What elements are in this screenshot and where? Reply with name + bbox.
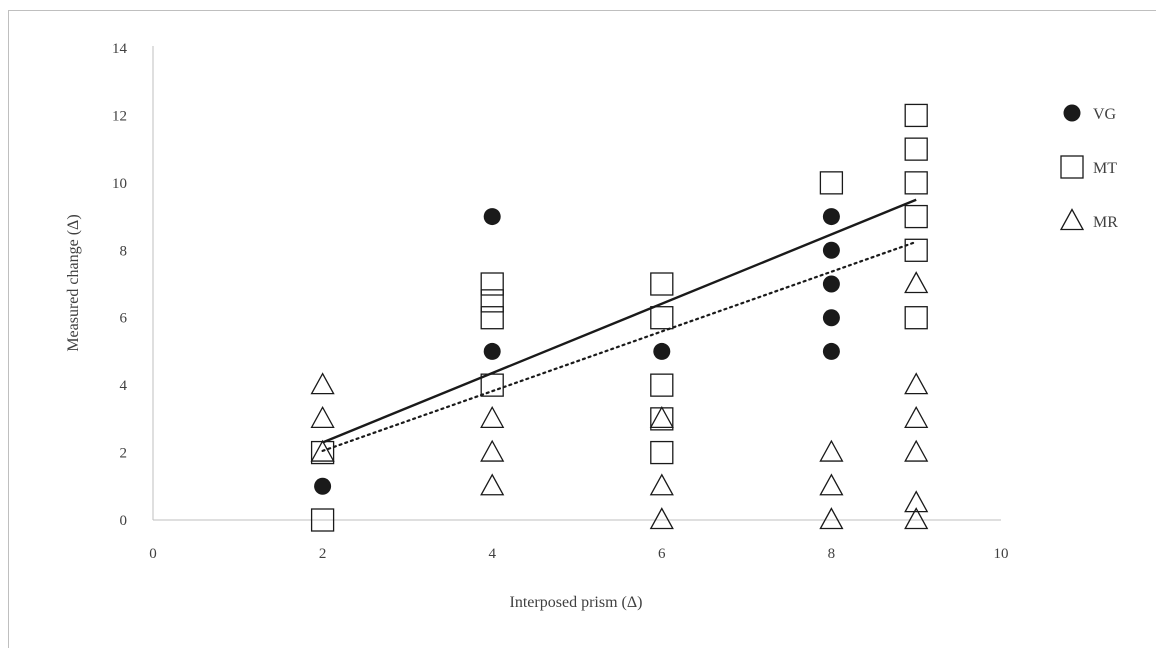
x-axis-title: Interposed prism (Δ) [510, 594, 643, 611]
point-mt [310, 440, 335, 465]
point-mt [650, 306, 674, 330]
point-mr [480, 473, 505, 496]
point-mr [904, 271, 929, 294]
point-vg [822, 309, 840, 327]
point-mt [904, 204, 928, 229]
y-tick-label: 12 [112, 108, 127, 124]
point-vg [822, 342, 840, 360]
point-vg [653, 342, 671, 360]
point-mt [480, 289, 504, 313]
point-mt [480, 306, 504, 330]
y-tick-label: 4 [120, 378, 128, 394]
point-mt [904, 171, 928, 195]
point-mt [650, 440, 674, 465]
point-mr [904, 490, 929, 513]
x-tick-label: 2 [319, 546, 327, 562]
point-mr [310, 406, 335, 429]
x-tick-label: 4 [488, 546, 496, 562]
legend-label-vg: VG [1093, 106, 1117, 123]
trendlines [321, 198, 918, 452]
point-mt [650, 373, 674, 397]
point-mt [650, 272, 674, 296]
y-axis-title: Measured change (Δ) [65, 214, 82, 351]
legend-marker-mr [1059, 208, 1085, 231]
y-tick-label: 6 [120, 311, 128, 327]
point-mr [480, 406, 505, 429]
y-tick-label: 0 [120, 513, 128, 529]
chart-frame [8, 10, 1156, 648]
point-mt [904, 238, 928, 262]
x-tick-label: 6 [658, 546, 666, 562]
point-vg [822, 275, 840, 293]
point-vg [822, 208, 840, 226]
solid-trendline [322, 198, 917, 444]
point-mr [480, 439, 505, 462]
point-mt [480, 272, 504, 296]
point-mr [649, 406, 674, 429]
point-mt [310, 508, 335, 532]
point-vg [822, 241, 840, 259]
legend-marker-vg [1063, 104, 1081, 122]
dotted-trendline [321, 240, 918, 452]
point-mt [819, 171, 844, 195]
point-mr [904, 507, 929, 530]
y-tick-label: 2 [120, 446, 128, 462]
point-mr [819, 439, 844, 462]
point-mt [650, 407, 674, 431]
point-mr [649, 473, 674, 496]
point-mr [904, 439, 929, 462]
point-vg [483, 342, 501, 360]
y-tick-label: 8 [120, 243, 128, 259]
point-mr [819, 473, 844, 496]
point-mt [904, 137, 928, 161]
x-tick-label: 10 [994, 546, 1009, 562]
legend: VG MT MR [1059, 104, 1118, 231]
point-mr [649, 507, 674, 530]
y-tick-label: 10 [112, 176, 127, 192]
x-tick-label: 0 [149, 546, 157, 562]
data-points [310, 103, 929, 532]
point-vg [483, 208, 501, 226]
axes: 0 2 4 6 8 10 0 2 4 6 8 10 12 14 [112, 41, 1009, 562]
point-mr [310, 372, 335, 395]
point-mt [904, 103, 928, 128]
y-tick-label: 14 [112, 41, 128, 57]
point-vg [314, 477, 332, 495]
point-mr [904, 406, 929, 429]
point-mr [819, 507, 844, 530]
x-tick-label: 8 [828, 546, 836, 562]
point-mr [904, 372, 929, 395]
point-mr [310, 439, 335, 462]
legend-label-mr: MR [1093, 214, 1118, 231]
legend-marker-mt [1060, 155, 1084, 179]
point-mt [480, 373, 504, 397]
point-mt [904, 306, 928, 330]
legend-label-mt: MT [1093, 160, 1117, 177]
